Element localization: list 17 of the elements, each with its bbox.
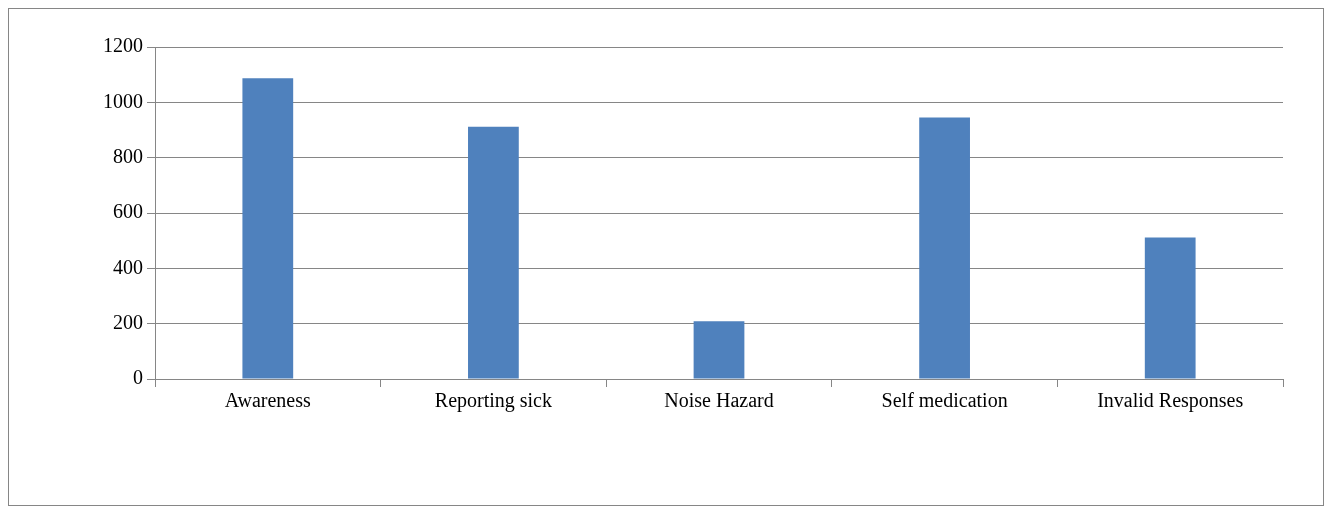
y-tick-label: 0	[133, 366, 143, 389]
y-tick-label: 600	[113, 200, 143, 223]
y-tick-label: 1000	[103, 89, 143, 112]
x-tick-label: Self medication	[881, 389, 1008, 412]
y-tick-label: 400	[113, 255, 143, 278]
bar	[242, 78, 294, 379]
bar	[1144, 237, 1196, 379]
x-tick-label: Awareness	[224, 389, 311, 412]
bar	[468, 126, 519, 379]
x-tick-label: Invalid Responses	[1097, 389, 1244, 413]
y-tick-label: 800	[113, 144, 143, 167]
x-tick-label: Reporting sick	[434, 389, 553, 413]
x-tick-label: Noise Hazard	[664, 389, 774, 412]
bar	[919, 117, 970, 379]
bar	[693, 321, 745, 379]
y-tick-label: 200	[113, 310, 143, 333]
y-tick-label: 1200	[103, 34, 143, 57]
